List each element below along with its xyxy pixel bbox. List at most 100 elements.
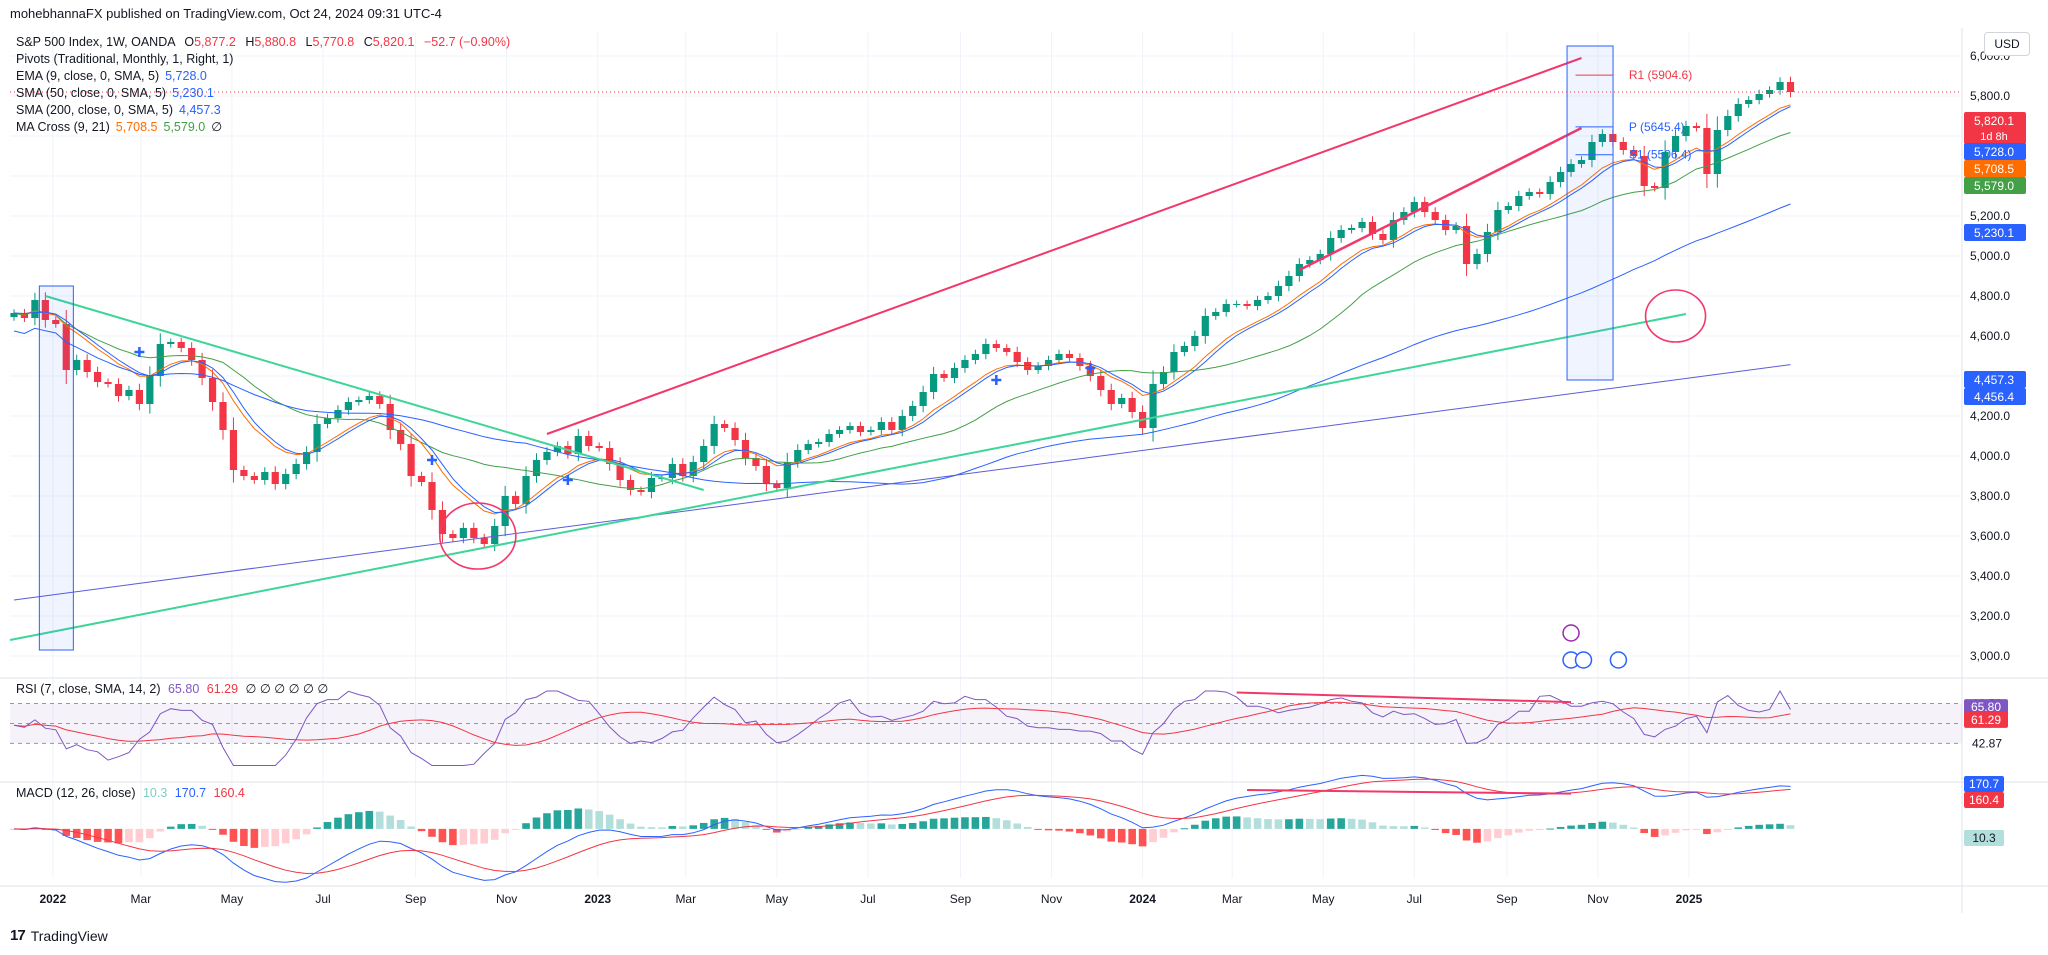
legend-ema9[interactable]: EMA (9, close, 0, SMA, 5) 5,728.0 (16, 68, 510, 85)
macd-hist-bar (302, 828, 311, 835)
ema9-value: 5,728.0 (165, 69, 207, 83)
macd-legend-label: MACD (12, 26, close) (16, 786, 136, 800)
macd-hist-bar (1159, 828, 1168, 838)
candles (10, 76, 1795, 552)
macd-hist-bar (1515, 828, 1523, 833)
macd-hist-bar (1703, 828, 1711, 835)
macd-hist-bar (532, 817, 541, 829)
x-tick-label: 2024 (1129, 892, 1156, 906)
macd-hist-bar (1034, 828, 1042, 830)
candle-body (1567, 164, 1575, 172)
macd-hist-bar (281, 828, 290, 844)
candle-body (1222, 304, 1230, 312)
macd-legend[interactable]: MACD (12, 26, close) 10.3 170.7 160.4 (16, 786, 245, 800)
macd-hist-bar (1264, 819, 1272, 829)
macd-hist-bar (1567, 825, 1575, 829)
macd-hist-bar (208, 828, 217, 830)
macd-hist-bar (1765, 824, 1774, 829)
ohlc-low: 5,770.8 (312, 35, 355, 49)
candle-body (1483, 232, 1492, 254)
candle-body (1630, 150, 1638, 156)
macd-hist-bar (1201, 820, 1210, 829)
highlight-box-2022 (38, 285, 74, 651)
candle-body (1149, 384, 1157, 428)
rsi-legend-ma-value: 61.29 (206, 682, 239, 696)
sma50-label: SMA (50, close, 0, SMA, 5) (16, 86, 167, 100)
candle-body (240, 470, 248, 476)
macd-hist-bar (773, 828, 781, 833)
candle-body (323, 418, 332, 424)
macd-hist-bar (250, 828, 259, 848)
macd-hist-bar (584, 809, 593, 829)
rsi-legend[interactable]: RSI (7, close, SMA, 14, 2) 65.80 61.29 ∅… (16, 681, 328, 696)
macd-hist-bar (62, 828, 71, 836)
x-tick-label: Jul (860, 892, 875, 906)
candle-body (282, 474, 290, 484)
macd-hist-bar (929, 818, 938, 829)
legend-pivots[interactable]: Pivots (Traditional, Monthly, 1, Right, … (16, 51, 510, 68)
candle-body (1358, 222, 1366, 228)
macd-hist-bar (783, 828, 792, 832)
candle-body (815, 442, 823, 444)
rsi-divergence-line (1236, 691, 1572, 704)
rsi-tick-label: 42.87 (1972, 736, 2002, 750)
macd-hist-bar (637, 826, 645, 829)
legend-sma200[interactable]: SMA (200, close, 0, SMA, 5) 4,457.3 (16, 102, 510, 119)
macd-hist-bar (867, 823, 875, 829)
candle-body (125, 390, 133, 396)
x-tick-label: Mar (131, 892, 152, 906)
candle-body (73, 360, 81, 370)
macd-hist-bar (1494, 828, 1502, 839)
candle-body (1327, 238, 1335, 254)
candle-body (428, 482, 436, 510)
ma-cross-marker (134, 347, 145, 357)
macd-hist-bar (1222, 816, 1230, 829)
x-tick-label: May (766, 892, 789, 906)
candle-body (355, 400, 363, 402)
candle-body (1389, 220, 1397, 240)
macd-hist-bar (1347, 818, 1356, 829)
price-tag (1964, 112, 2026, 144)
candle-body (1619, 142, 1627, 150)
candle-body (1755, 94, 1763, 100)
macd-hist-bar (1044, 828, 1053, 831)
candle-body (501, 496, 509, 526)
ema9-label: EMA (9, close, 0, SMA, 5) (16, 69, 160, 83)
rsi-legend-value: 65.80 (167, 682, 200, 696)
price-tag (1964, 160, 2026, 177)
footer: 17 TradingView (10, 927, 108, 944)
legend-ma-cross[interactable]: MA Cross (9, 21) 5,708.5 5,579.0 ∅ (16, 119, 510, 136)
candle-body (940, 374, 948, 378)
sma200-line (13, 364, 1791, 601)
macd-hist-bar (658, 827, 666, 829)
x-tick-label: Nov (496, 892, 517, 906)
y-tick-label: 4,000.0 (1970, 449, 2010, 463)
candle-body (846, 426, 854, 430)
macd-hist-bar (982, 816, 990, 829)
macd-hist-bar (1786, 825, 1795, 829)
macd-hist-bar (793, 828, 802, 830)
macd-hist-bar (1525, 828, 1534, 831)
candle-body (1525, 192, 1533, 196)
candle-body (1118, 398, 1126, 404)
macd-hist-bar (156, 828, 165, 832)
symbol-title[interactable]: S&P 500 Index, 1W, OANDA (16, 35, 175, 49)
candle-body (1786, 82, 1795, 92)
legend-sma50[interactable]: SMA (50, close, 0, SMA, 5) 5,230.1 (16, 85, 510, 102)
macd-tag (1964, 776, 2004, 792)
y-tick-label: 5,800.0 (1970, 89, 2010, 103)
candle-body (167, 342, 175, 344)
price-tag-value: 5,708.5 (1974, 162, 2014, 176)
macd-hist-bar (679, 826, 687, 829)
candle-body (219, 402, 227, 430)
footer-brand[interactable]: TradingView (30, 927, 108, 944)
macd-hist-bar (950, 817, 959, 829)
candle-body (83, 360, 91, 372)
candle-body (679, 464, 687, 476)
pivots-label: Pivots (Traditional, Monthly, 1, Right, … (16, 52, 234, 66)
currency-button[interactable]: USD (1984, 32, 2030, 56)
macd-line (13, 774, 1791, 883)
rsi-tag-value: 65.80 (1971, 700, 2001, 714)
